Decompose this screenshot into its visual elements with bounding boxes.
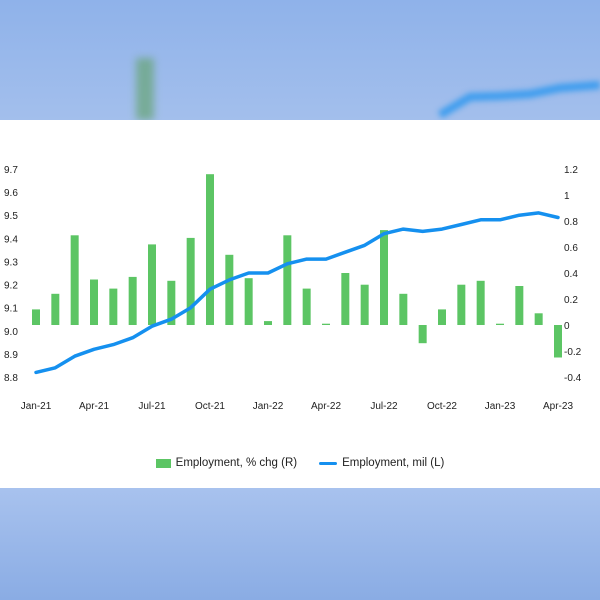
bar [186,237,195,325]
right-tick-label: 1.2 [564,165,578,176]
bar [32,309,40,325]
bar [302,288,311,325]
right-tick-label: 0.4 [564,269,578,280]
left-tick-label: 8.9 [4,350,18,361]
bar [264,321,272,325]
bar [128,276,137,325]
legend-item-line: Employment, mil (L) [319,457,444,469]
bar [418,325,427,344]
bar [109,288,118,325]
left-tick-label: 9.3 [4,257,18,268]
bar-series [32,174,562,358]
bar [360,284,369,325]
legend-bar-swatch [155,458,171,468]
bar [534,313,543,325]
x-tick-label: Jul-22 [370,401,398,412]
left-tick-label: 9.1 [4,304,18,315]
x-tick-label: Jul-21 [138,401,166,412]
bar [341,273,350,325]
chart-card: 8.8 8.9 9.0 9.1 9.2 9.3 9.4 9.5 9.6 9.7 -0.4 -0.2 0… [0,120,600,488]
right-tick-label: 0 [564,321,570,332]
left-axis: 8.8 8.9 9.0 9.1 9.2 9.3 9.4 9.5 9.6 9.7 [4,165,18,384]
legend-item-bars: Employment, % chg (R) [155,457,298,469]
x-tick-label: Oct-22 [427,401,457,412]
bar [380,230,388,325]
left-tick-label: 9.7 [4,165,18,176]
bar [399,293,408,325]
bar [90,279,98,325]
bar [70,235,79,325]
bar [51,293,60,325]
legend: Employment, % chg (R) Employment, mil (L… [0,457,600,469]
bar [476,280,485,325]
legend-line-swatch [319,461,338,465]
x-tick-label: Apr-22 [311,401,341,412]
right-tick-label: 0.6 [564,243,578,254]
x-axis: Jan-21 Apr-21 Jul-21 Oct-21 Jan-22 Apr-22 Jul-… [21,401,574,412]
left-tick-label: 9.6 [4,188,18,199]
bar [206,174,214,325]
employment-line [34,211,560,375]
right-tick-label: -0.4 [564,373,582,384]
bar [496,323,504,325]
bar [244,278,253,325]
right-tick-label: 0.2 [564,295,578,306]
left-tick-label: 9.2 [4,281,18,292]
bar [515,286,524,325]
bar [225,254,234,325]
legend-line-label: Employment, mil (L) [342,457,445,469]
combo-chart: 8.8 8.9 9.0 9.1 9.2 9.3 9.4 9.5 9.6 9.7 -0.4 -0.2 0… [4,165,582,412]
right-axis: -0.4 -0.2 0 0.2 0.4 0.6 0.8 1 1.2 [564,165,582,384]
x-tick-label: Apr-23 [543,401,573,412]
right-tick-label: 1 [564,191,570,202]
left-tick-label: 9.4 [4,234,18,245]
x-tick-label: Jan-21 [21,401,52,412]
x-tick-label: Oct-21 [195,401,225,412]
x-tick-label: Jan-23 [485,401,516,412]
bar [283,235,292,325]
left-tick-label: 9.0 [4,327,18,338]
right-tick-label: -0.2 [564,347,582,358]
left-tick-label: 9.5 [4,211,18,222]
bar [167,280,176,325]
blurred-background-bottom [0,488,600,600]
bar [457,284,466,325]
right-tick-label: 0.8 [564,217,578,228]
bar [554,325,562,358]
blurred-background-bar [136,58,154,120]
legend-bar-label: Employment, % chg (R) [175,457,298,469]
left-tick-label: 8.8 [4,373,18,384]
bar [322,323,330,325]
x-tick-label: Jan-22 [253,401,284,412]
x-tick-label: Apr-21 [79,401,109,412]
bar [438,309,446,325]
bar [148,244,156,325]
blurred-background-line [437,81,600,119]
